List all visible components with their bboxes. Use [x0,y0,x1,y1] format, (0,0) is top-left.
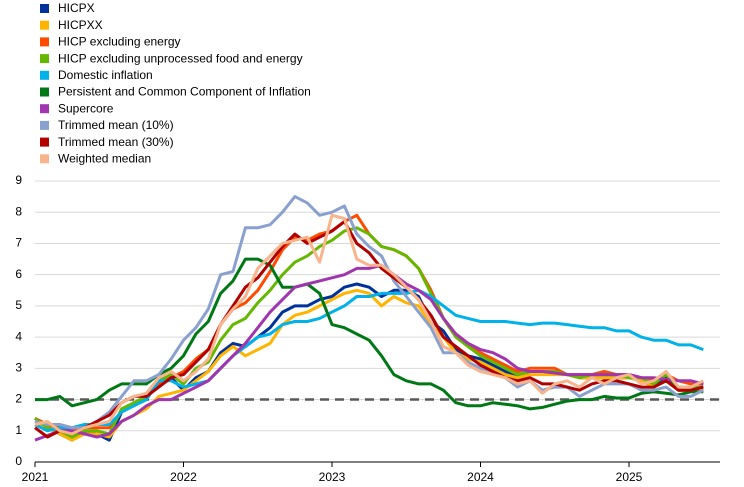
series-line [34,288,704,442]
legend-label: Trimmed mean (10%) [58,118,174,132]
legend-label: Domestic inflation [58,68,153,82]
series-line [34,213,704,436]
legend-label: Supercore [58,101,114,115]
series-line [34,282,704,442]
x-tick-label: 2025 [616,470,643,484]
legend-label: HICPXX [58,18,103,32]
legend-label: Trimmed mean (30%) [58,135,174,149]
legend-swatch [40,70,49,80]
legend-swatch [40,20,49,30]
y-tick-label: 1 [15,423,22,437]
y-tick-label: 2 [15,392,22,406]
legend-label: HICP excluding energy [58,35,181,49]
legend-label: Persistent and Common Component of Infla… [58,85,311,99]
series-line [34,288,704,433]
y-tick-label: 4 [15,329,22,343]
series-line [34,195,704,430]
legend-swatch [40,137,49,147]
x-tick-label: 2022 [170,470,197,484]
y-tick-label: 5 [15,298,22,312]
x-tick-label: 2021 [22,470,49,484]
y-tick-label: 3 [15,361,22,375]
legend-swatch [40,4,49,13]
x-tick-label: 2024 [467,470,494,484]
y-tick-label: 9 [15,173,22,187]
y-tick-label: 8 [15,204,22,218]
legend-swatch [40,154,49,164]
legend-label: HICP excluding unprocessed food and ener… [58,51,303,65]
y-tick-label: 7 [15,236,22,250]
legend-label: HICPX [58,1,95,15]
y-tick-label: 6 [15,267,22,281]
legend-swatch [40,120,49,130]
legend-swatch [40,87,49,97]
series-line [34,263,704,442]
legend-label: Weighted median [58,151,151,165]
legend-swatch [40,54,49,64]
legend-swatch [40,104,49,114]
legend-swatch [40,37,49,47]
series-line [35,257,704,411]
y-tick-label: 0 [15,454,22,468]
x-tick-label: 2023 [319,470,346,484]
series-line [34,220,704,439]
